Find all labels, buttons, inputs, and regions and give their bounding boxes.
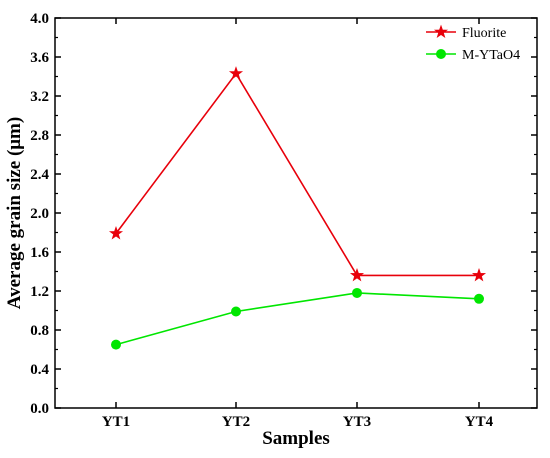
y-tick-label: 0.4 — [30, 362, 49, 378]
y-axis-title: Average grain size (μm) — [4, 117, 25, 309]
data-point-fluorite-yt4 — [471, 267, 487, 282]
x-tick-label-yt4: YT4 — [465, 414, 494, 430]
data-point-fluorite-yt2 — [228, 66, 244, 80]
legend-marker-fluorite — [433, 24, 449, 38]
y-tick-label: 2.8 — [30, 128, 49, 144]
x-axis-title: Samples — [262, 428, 330, 449]
data-point-fluorite-yt3 — [349, 267, 365, 282]
x-axis-ticks: YT1 YT2 YT3 YT4 — [102, 18, 494, 430]
data-point-m-ytao4-yt4 — [474, 293, 484, 304]
y-axis-ticks: 0.0 0.4 0.8 1.2 1.6 2.0 2.4 2.8 3.2 3.6 4.0 — [30, 11, 537, 417]
y-tick-label: 3.2 — [30, 89, 49, 105]
y-tick-label: 4.0 — [30, 11, 49, 27]
y-tick-label: 0.0 — [30, 401, 49, 417]
series-line-fluorite — [115, 72, 479, 277]
y-tick-label: 2.0 — [30, 206, 49, 222]
y-tick-label: 3.6 — [30, 50, 49, 66]
legend-label-m-ytao4: M-YTaO4 — [462, 48, 520, 63]
data-point-fluorite-yt1 — [108, 226, 124, 240]
data-point-m-ytao4-yt3 — [352, 287, 362, 298]
y-tick-label: 0.8 — [30, 323, 49, 339]
data-point-m-ytao4-yt1 — [111, 339, 121, 350]
x-tick-label-yt1: YT1 — [102, 414, 130, 430]
x-tick-label-yt3: YT3 — [343, 414, 371, 430]
series-line-m-ytao4 — [115, 292, 480, 346]
x-tick-label-yt2: YT2 — [222, 414, 250, 430]
legend: Fluorite M-YTaO4 — [426, 24, 520, 63]
data-point-m-ytao4-yt2 — [231, 306, 241, 317]
y-tick-label: 2.4 — [30, 167, 49, 183]
legend-marker-m-ytao4 — [436, 49, 446, 59]
series-layer — [108, 66, 487, 350]
y-tick-label: 1.2 — [30, 284, 49, 300]
legend-label-fluorite: Fluorite — [462, 26, 506, 41]
plot-frame — [54, 17, 538, 409]
y-tick-label: 1.6 — [30, 245, 49, 261]
